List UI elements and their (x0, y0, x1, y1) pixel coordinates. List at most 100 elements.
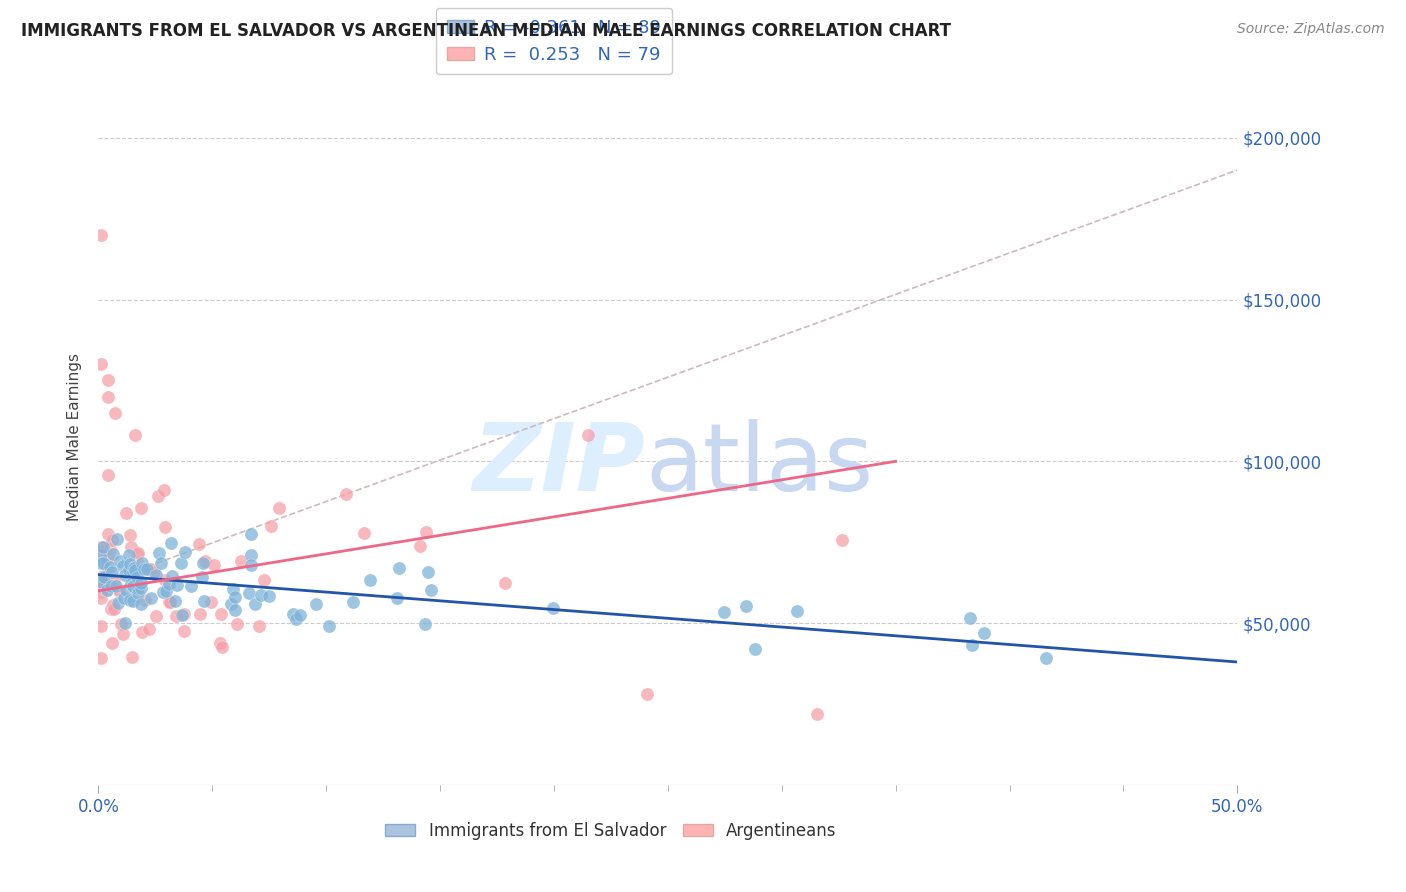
Point (90, 357, 112, 371)
Point (170, 556, 193, 570)
Point (97, 526, 120, 541)
Point (191, 557, 214, 571)
Point (152, 584, 174, 599)
Point (138, 561, 160, 575)
Point (118, 563, 141, 577)
Point (114, 568, 136, 582)
Point (118, 557, 141, 571)
Point (541, 600, 564, 615)
Point (960, 638, 983, 652)
Point (166, 578, 188, 592)
Point (226, 617, 249, 632)
Point (131, 557, 153, 571)
Point (114, 506, 136, 520)
Point (224, 590, 246, 604)
Point (142, 565, 165, 579)
Point (129, 576, 152, 591)
Point (129, 598, 152, 612)
Point (173, 607, 195, 621)
Point (138, 622, 160, 636)
Point (209, 636, 232, 650)
Point (193, 594, 215, 608)
Point (318, 619, 340, 633)
Point (388, 561, 411, 575)
Point (98, 541, 121, 556)
Point (127, 586, 149, 600)
Point (576, 428, 599, 442)
Point (91, 581, 114, 595)
Point (90, 591, 112, 606)
Point (108, 582, 131, 597)
Point (139, 591, 162, 605)
Point (100, 601, 122, 615)
Point (636, 687, 658, 701)
Point (359, 573, 381, 587)
Point (101, 565, 124, 579)
Point (238, 585, 260, 599)
Point (125, 570, 148, 584)
Point (122, 566, 145, 581)
Point (132, 562, 155, 576)
Point (120, 528, 142, 542)
Point (114, 582, 136, 597)
Point (166, 609, 188, 624)
Point (342, 595, 364, 609)
Point (121, 579, 143, 593)
Point (170, 607, 193, 622)
Point (127, 547, 149, 561)
Point (735, 599, 758, 614)
Point (93, 570, 115, 584)
Point (419, 582, 441, 597)
Point (97, 550, 120, 565)
Point (252, 574, 274, 588)
Point (90, 556, 112, 570)
Point (305, 597, 328, 611)
Point (219, 597, 242, 611)
Point (90, 548, 112, 562)
Point (98, 559, 121, 574)
Point (188, 537, 211, 551)
Point (129, 500, 152, 515)
Point (973, 626, 995, 640)
Point (108, 554, 131, 568)
Point (90, 227, 112, 242)
Point (112, 591, 135, 606)
Point (416, 565, 439, 579)
Point (120, 593, 142, 607)
Legend: Immigrants from El Salvador, Argentineans: Immigrants from El Salvador, Argentinean… (378, 815, 844, 847)
Point (134, 593, 156, 607)
Point (127, 546, 149, 560)
Point (284, 612, 307, 626)
Y-axis label: Median Male Earnings: Median Male Earnings (67, 353, 83, 521)
Point (240, 548, 263, 562)
Point (101, 598, 124, 612)
Point (200, 595, 222, 609)
Text: atlas: atlas (645, 419, 873, 511)
Point (239, 526, 262, 541)
Point (114, 616, 136, 631)
Point (104, 406, 127, 420)
Point (173, 624, 195, 638)
Point (105, 579, 128, 593)
Point (90, 573, 112, 587)
Point (96, 582, 118, 597)
Point (335, 487, 357, 501)
Point (1035, 651, 1057, 665)
Point (415, 524, 437, 539)
Point (152, 483, 174, 497)
Point (288, 608, 311, 623)
Point (240, 558, 263, 572)
Point (153, 520, 176, 534)
Point (100, 533, 122, 548)
Point (259, 519, 281, 533)
Point (105, 532, 128, 546)
Text: IMMIGRANTS FROM EL SALVADOR VS ARGENTINEAN MEDIAN MALE EARNINGS CORRELATION CHAR: IMMIGRANTS FROM EL SALVADOR VS ARGENTINE… (21, 22, 950, 40)
Point (806, 706, 828, 721)
Point (97, 558, 120, 572)
Point (101, 636, 124, 650)
Point (103, 602, 125, 616)
Point (211, 640, 233, 655)
Point (97, 467, 120, 482)
Point (159, 595, 181, 609)
Point (118, 548, 141, 562)
